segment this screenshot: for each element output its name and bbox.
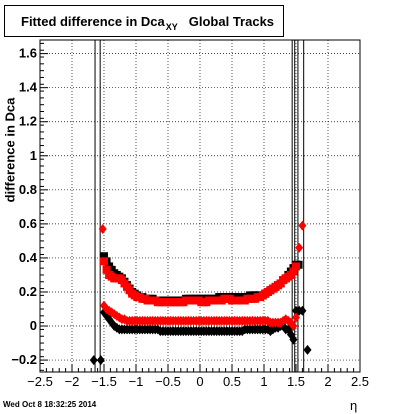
series-1 [100,257,300,307]
data-point-diamond [292,312,300,323]
chart-title-subscript: XY [165,22,178,32]
y-tick-label: 1.6 [19,46,37,61]
data-point-diamond [98,223,107,234]
x-tick-label: −0.5 [155,374,181,389]
data-point-diamond [89,355,98,366]
y-tick-label: 0.6 [19,216,37,231]
x-tick-label: −2 [65,374,80,389]
data-point-square [102,265,111,274]
series-3 [98,220,307,332]
x-tick-label: −1 [129,374,144,389]
timestamp: Wed Oct 8 18:32:25 2014 [3,400,97,409]
chart-title: Fitted difference in Dca XY Global Track… [4,5,284,37]
y-axis-label-text: difference in Dca [2,97,18,203]
x-axis-label: η [350,398,358,413]
y-tick-label: 0.2 [19,284,37,299]
chart-title-tail: Global Tracks [188,13,275,29]
y-tick-label: 0 [30,318,37,333]
data-point-diamond [303,344,312,355]
data-point-diamond [289,334,298,345]
y-tick-labels: −0.2 0 0.2 0.4 0.6 0.8 1 1.2 1.4 1.6 [11,46,37,367]
data-point-diamond [298,220,307,231]
x-tick-label: 0 [196,374,203,389]
y-tick-label: 1.2 [19,114,37,129]
data-point-square [100,252,108,261]
x-tick-label: 1.5 [287,374,305,389]
data-point-diamond [295,242,304,253]
data-point-diamond [298,305,307,316]
x-tick-labels: −2.5 −2 −1.5 −1 −0.5 0 0.5 1 1.5 2 2.5 [27,374,369,389]
x-tick-label: 0.5 [223,374,241,389]
series-2 [89,305,312,366]
data-point-diamond [96,355,105,366]
x-tick-label: 2 [324,374,331,389]
data-point-square [100,257,108,266]
data-points [89,220,312,366]
x-tick-label: −1.5 [91,374,117,389]
axis-ticks [39,42,361,372]
y-tick-label: −0.2 [11,352,37,367]
x-tick-label: 2.5 [351,374,369,389]
y-tick-label: 0.4 [19,250,38,265]
data-point-square [292,262,300,271]
y-tick-label: 0.8 [19,182,37,197]
x-tick-label: 1 [260,374,267,389]
data-point-diamond [289,321,298,332]
y-tick-label: 1.4 [19,80,38,95]
chart-title-main: Fitted difference in Dca [21,13,165,29]
y-axis-label: difference in Dca [0,0,20,414]
y-tick-label: 1 [30,148,37,163]
x-tick-label: −2.5 [27,374,53,389]
data-point-square [289,267,298,276]
